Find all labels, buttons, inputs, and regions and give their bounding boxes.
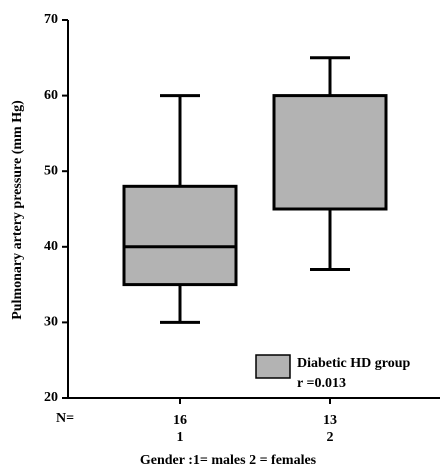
x-tick-label: 1 [177,430,184,445]
y-tick-label: 20 [44,390,58,405]
n-label: N= [56,411,74,426]
y-tick-label: 30 [44,315,58,330]
y-tick-label: 40 [44,239,58,254]
annotation: r =0.013 [297,376,346,391]
y-tick-label: 70 [44,12,58,27]
n-value: 13 [323,413,337,428]
y-tick-label: 60 [44,88,58,103]
box [272,94,388,211]
legend-swatch [255,354,291,379]
y-axis-title: Pulmonary artery pressure (mm Hg) [10,100,25,320]
box [122,184,238,287]
x-axis-title: Gender :1= males 2 = females [140,453,317,468]
x-tick-label: 2 [327,430,334,445]
y-tick-label: 50 [44,163,58,178]
n-value: 16 [173,413,187,428]
legend-label: Diabetic HD group [297,356,411,371]
